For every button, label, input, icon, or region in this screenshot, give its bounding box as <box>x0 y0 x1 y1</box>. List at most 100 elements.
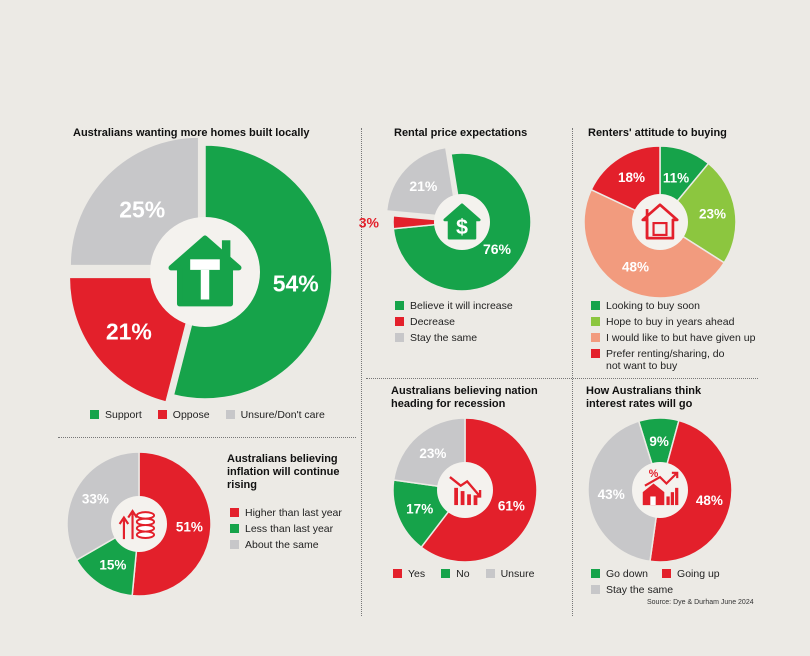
house-hammer-icon <box>168 235 242 307</box>
legend-label: Less than last year <box>245 523 334 535</box>
legend-label: I would like to but have given up <box>606 332 756 344</box>
legend-label: Stay the same <box>410 332 478 344</box>
homes-slice-label-0: 54% <box>273 271 319 297</box>
rates-slice-1 <box>649 419 733 563</box>
legend-label: Yes <box>408 568 426 580</box>
legend-label: Stay the same <box>606 584 674 596</box>
recession-slice-label-0: 61% <box>498 499 525 514</box>
recession-title: Australians believing nation heading for… <box>391 385 538 410</box>
legend-years-ahead: Hope to buy in years ahead <box>591 316 766 328</box>
legend-swatch <box>591 569 600 578</box>
legend-label: Unsure <box>500 568 535 580</box>
legend-swatch <box>157 410 167 419</box>
rates-slice-label-0: 9% <box>649 434 669 449</box>
svg-text:%: % <box>649 468 659 480</box>
rates-legend-row: Go down Going up <box>591 568 720 584</box>
recession-slice-label-2: 23% <box>419 446 446 461</box>
rental-slice-2 <box>387 148 457 217</box>
legend-swatch <box>591 317 600 326</box>
legend-label: Prefer renting/sharing, do not want to b… <box>606 348 725 372</box>
legend-swatch <box>591 301 600 310</box>
legend-label: About the same <box>245 539 319 551</box>
renters-slice-1 <box>658 162 737 264</box>
renters-title: Renters' attitude to buying <box>588 127 727 139</box>
inflation-pie-chart: 51% 15% 33% <box>66 451 212 597</box>
rental-slice-label-0: 76% <box>483 241 512 257</box>
rental-slice-label-2: 21% <box>409 178 438 194</box>
legend-label: Oppose <box>172 409 210 421</box>
divider-horizontal-right <box>366 378 758 379</box>
inflation-slice-0 <box>131 451 212 597</box>
rates-slice-label-2: 43% <box>598 487 625 502</box>
legend-label: Decrease <box>410 316 455 328</box>
divider-horizontal-left <box>58 437 356 438</box>
legend-swatch <box>393 569 402 578</box>
legend-oppose: Oppose <box>157 409 210 421</box>
inflation-slice-label-1: 15% <box>99 557 126 572</box>
legend-swatch <box>395 301 404 310</box>
legend-no: No <box>441 568 470 580</box>
renters-slice-label-1: 23% <box>699 207 726 222</box>
legend-swatch <box>441 569 451 578</box>
homes-title: Australians wanting more homes built loc… <box>73 127 310 139</box>
legend-about-same: About the same <box>230 539 342 551</box>
legend-label: Hope to buy in years ahead <box>606 316 735 328</box>
legend-given-up: I would like to but have given up <box>591 332 766 344</box>
legend-label: Unsure/Don't care <box>240 409 325 421</box>
renters-slice-label-0: 11% <box>663 171 689 186</box>
legend-yes: Yes <box>393 568 425 580</box>
coins-arrows-icon <box>118 509 156 540</box>
legend-swatch <box>591 333 600 342</box>
legend-support: Support <box>90 409 142 421</box>
homes-slice-label-1: 21% <box>106 318 152 344</box>
legend-same: Stay the same <box>395 332 513 344</box>
rental-pie-chart: 76% 3% 21% $ <box>359 148 532 292</box>
rates-title: How Australians think interest rates wil… <box>586 385 702 410</box>
rental-legend: Believe it will increase Decrease Stay t… <box>395 300 513 348</box>
divider-vertical-left <box>361 128 362 616</box>
inflation-slice-label-0: 51% <box>176 519 203 534</box>
legend-increase: Believe it will increase <box>395 300 513 312</box>
legend-label: Believe it will increase <box>410 300 513 312</box>
recession-slice-label-1: 17% <box>406 501 433 516</box>
legend-label: Going up <box>677 568 720 580</box>
legend-swatch <box>395 317 404 326</box>
homes-pie-chart: 54% 21% 25% <box>70 137 333 402</box>
renters-slice-label-2: 48% <box>622 259 649 274</box>
rates-slice-label-1: 48% <box>696 493 723 508</box>
homes-slice-label-2: 25% <box>119 197 165 223</box>
legend-label: Looking to buy soon <box>606 300 700 312</box>
renters-legend: Looking to buy soon Hope to buy in years… <box>591 300 766 376</box>
inflation-title: Australians believing inflation will con… <box>227 453 340 491</box>
recession-legend: Yes No Unsure <box>393 568 550 584</box>
falling-chart-icon <box>449 476 482 506</box>
source-note: Source: Dye & Durham June 2024 <box>647 599 754 606</box>
legend-label: No <box>456 568 470 580</box>
recession-center-disc <box>437 462 493 518</box>
house-sign-icon <box>641 203 679 240</box>
legend-label: Higher than last year <box>245 507 342 519</box>
legend-less: Less than last year <box>230 523 342 535</box>
divider-vertical-right <box>572 128 573 616</box>
rental-title: Rental price expectations <box>394 127 528 139</box>
legend-swatch <box>485 569 495 578</box>
recession-pie-chart: 61% 17% 23% <box>392 417 538 563</box>
legend-going-up: Going up <box>662 568 720 580</box>
inflation-legend: Higher than last year Less than last yea… <box>230 507 342 555</box>
svg-text:$: $ <box>456 215 468 239</box>
renters-slice-label-3: 18% <box>618 170 645 185</box>
legend-swatch <box>230 508 239 517</box>
legend-label: Go down <box>606 568 649 580</box>
rental-slice-1 <box>392 214 463 230</box>
renters-pie-chart: 11% 23% 48% 18% <box>583 145 737 299</box>
legend-swatch <box>230 524 239 533</box>
legend-swatch <box>225 410 235 419</box>
house-dollar-icon: $ <box>443 203 481 240</box>
inflation-slice-label-2: 33% <box>82 492 109 507</box>
legend-swatch <box>591 349 600 358</box>
rates-legend: Go down Going up Stay the same <box>591 568 720 600</box>
legend-stay-same: Stay the same <box>591 584 720 596</box>
legend-prefer-renting: Prefer renting/sharing, do not want to b… <box>591 348 766 372</box>
legend-label: Support <box>105 409 142 421</box>
legend-swatch <box>395 333 404 342</box>
